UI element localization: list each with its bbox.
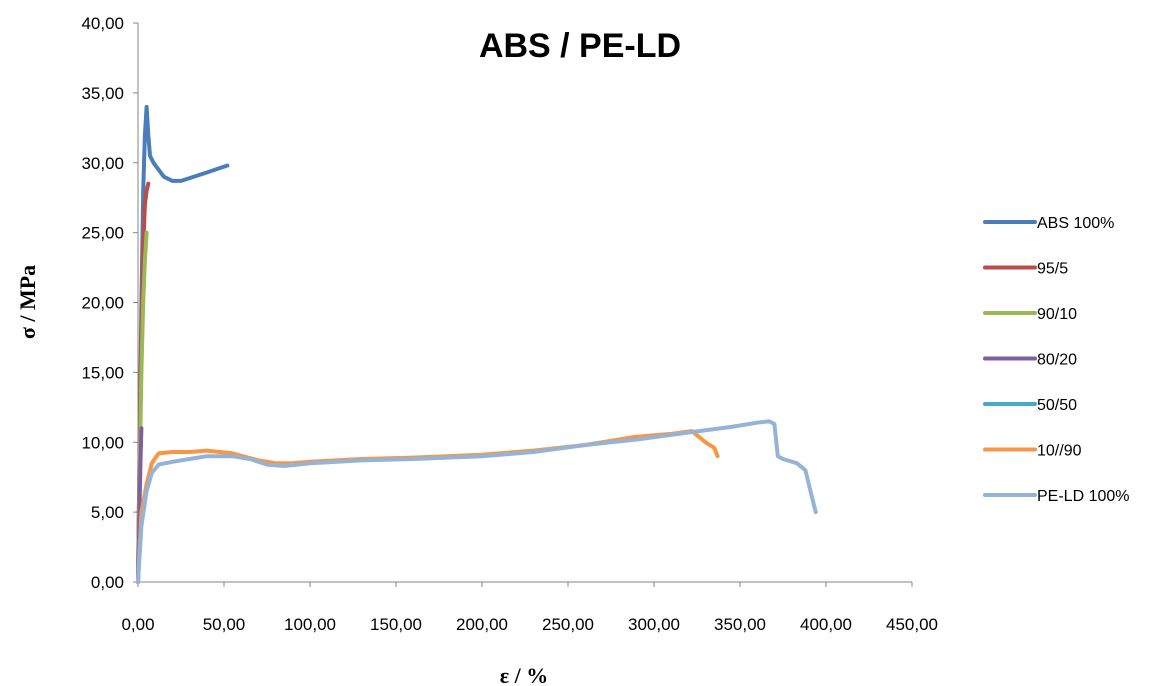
legend-label: ABS 100% [1037, 215, 1114, 232]
y-tick-label: 40,00 [81, 14, 124, 33]
legend-label: 90/10 [1037, 306, 1077, 323]
legend: ABS 100% 95/5 90/10 80/20 50/50 10//90 PE-LD 1… [983, 215, 1130, 505]
y-tick-label: 10,00 [81, 433, 124, 452]
series-line-abs-100 [136, 104, 230, 584]
y-tick-label: 15,00 [81, 363, 124, 382]
x-tick-label: 50,00 [203, 615, 246, 634]
x-tick-label: 400,00 [800, 615, 852, 634]
y-tick-label: 0,00 [91, 573, 124, 592]
y-tick-label: 20,00 [81, 294, 124, 313]
y-tick-label: 35,00 [81, 84, 124, 103]
x-tick-label: 300,00 [628, 615, 680, 634]
legend-label: 95/5 [1037, 261, 1068, 278]
legend-label: 10//90 [1037, 443, 1082, 460]
plot-area [136, 104, 818, 584]
x-tick-label: 350,00 [714, 615, 766, 634]
legend-label: 50/50 [1037, 397, 1077, 414]
y-tick-label: 30,00 [81, 154, 124, 173]
y-axis-title: σ / MPa [15, 265, 40, 339]
chart-title: ABS / PE-LD [479, 27, 681, 65]
series-line-10-90 [136, 429, 720, 584]
x-tick-label: 0,00 [121, 615, 154, 634]
x-tick-label: 100,00 [284, 615, 336, 634]
y-tick-label: 5,00 [91, 503, 124, 522]
series-line-pe-ld-100 [136, 419, 818, 584]
x-tick-label: 250,00 [542, 615, 594, 634]
axes: 0,00 5,00 10,00 15,00 20,00 25,00 30,00 35,00 40… [81, 14, 938, 634]
y-tick-label: 25,00 [81, 224, 124, 243]
x-tick-label: 150,00 [370, 615, 422, 634]
legend-label: 80/20 [1037, 352, 1077, 369]
x-tick-label: 450,00 [886, 615, 938, 634]
x-axis-title: ε / % [500, 663, 549, 686]
legend-label: PE-LD 100% [1037, 488, 1130, 505]
x-tick-label: 200,00 [456, 615, 508, 634]
